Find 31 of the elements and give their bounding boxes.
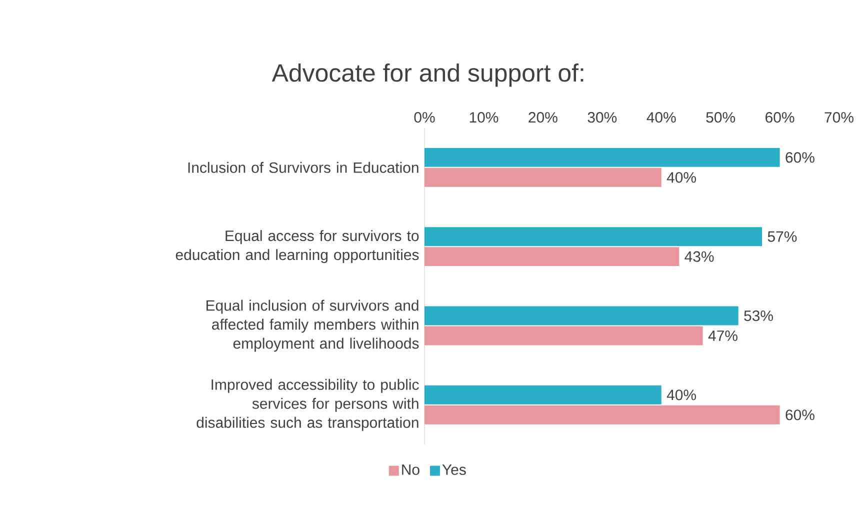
x-tick-label: 30% (588, 112, 617, 122)
data-label: 57% (768, 231, 797, 242)
bar (424, 226, 762, 246)
bar (424, 168, 662, 187)
x-tick-label: 50% (706, 112, 736, 122)
data-label: 40% (666, 389, 696, 400)
y-tick-label: Equal access for survivors to education and learning opportunities (176, 230, 419, 263)
bar (424, 385, 662, 404)
data-label: 47% (708, 330, 738, 341)
bar (424, 246, 680, 266)
data-label: 60% (786, 152, 814, 163)
legend-label: No (402, 464, 420, 475)
y-tick-label: Improved accessibility to public services for persons with disabilities such as transportation (196, 378, 419, 431)
bar (424, 326, 703, 346)
x-tick-label: 20% (528, 112, 558, 122)
data-label: 53% (744, 310, 773, 321)
x-tick-label: 0% (414, 112, 435, 122)
legend-label: Yes (442, 464, 466, 475)
y-tick-label: Equal inclusion of survivors and affected family members within employment and livelihoods (206, 300, 419, 352)
y-tick-label: Inclusion of Survivors in Education (188, 162, 418, 173)
data-label: 60% (786, 409, 814, 420)
x-tick-label: 70% (824, 112, 854, 122)
bar (424, 306, 738, 326)
bar (424, 148, 780, 167)
x-tick-label: 10% (470, 112, 498, 122)
data-label: 43% (684, 251, 714, 262)
data-label: 40% (666, 172, 696, 183)
x-tick-label: 60% (766, 112, 794, 122)
chart-title: Advocate for and support of: (272, 63, 584, 87)
x-tick-label: 40% (646, 112, 676, 122)
bar (424, 405, 780, 424)
